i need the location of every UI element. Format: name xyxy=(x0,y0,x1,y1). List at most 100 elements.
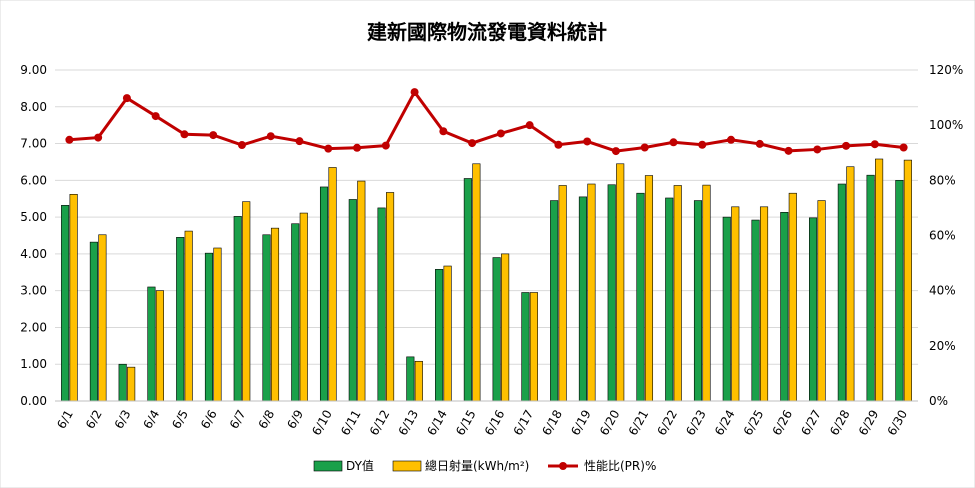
pr-point xyxy=(209,131,218,140)
bar-irradiation xyxy=(299,212,308,402)
bar-irradiation xyxy=(155,290,164,402)
y-right-tick-label: 20% xyxy=(929,339,956,353)
bar-irradiation xyxy=(644,175,654,402)
bar-dy xyxy=(665,197,674,402)
pr-point xyxy=(266,132,275,141)
pr-point xyxy=(439,127,448,136)
bar-dy xyxy=(722,216,731,402)
bar-dy xyxy=(89,241,98,402)
bar-irradiation xyxy=(242,201,251,402)
bar-irradiation xyxy=(558,185,567,402)
pr-point xyxy=(583,137,592,146)
bar-dy xyxy=(780,212,789,402)
y-left-tick-label: 3.00 xyxy=(20,284,47,298)
y-right-tick-label: 40% xyxy=(929,284,956,298)
y-right-tick-label: 60% xyxy=(929,229,956,243)
bar-irradiation xyxy=(184,230,193,402)
y-left-tick-label: 5.00 xyxy=(20,210,47,224)
bar-dy xyxy=(463,178,472,402)
bar-dy xyxy=(262,234,271,402)
bar-dy xyxy=(550,200,559,402)
bar-irradiation xyxy=(616,163,625,402)
legend-marker xyxy=(559,462,567,470)
y-right-tick-label: 80% xyxy=(929,173,956,187)
y-left-tick-label: 7.00 xyxy=(20,137,47,151)
pr-point xyxy=(669,138,678,147)
pr-point xyxy=(525,121,534,130)
bar-dy xyxy=(751,219,760,402)
bar-dy xyxy=(693,200,703,402)
bar-dy xyxy=(607,184,616,402)
bar-irradiation xyxy=(270,227,280,402)
pr-point xyxy=(295,137,304,146)
bar-dy xyxy=(233,216,242,402)
y-right-tick-label: 100% xyxy=(929,118,963,132)
bar-irradiation xyxy=(702,184,711,402)
bar-dy xyxy=(406,356,415,402)
bar-irradiation xyxy=(386,192,395,402)
pr-point xyxy=(899,143,908,152)
y-left-tick-label: 4.00 xyxy=(20,247,47,261)
bar-irradiation xyxy=(673,185,682,402)
bar-dy xyxy=(492,257,501,402)
bar-dy xyxy=(895,180,904,402)
y-left-tick-label: 8.00 xyxy=(20,100,47,114)
bar-irradiation xyxy=(127,366,136,402)
legend-swatch xyxy=(392,460,422,472)
pr-point xyxy=(640,143,649,152)
bar-dy xyxy=(147,286,156,402)
bar-irradiation xyxy=(788,192,797,402)
bar-irradiation xyxy=(587,183,596,402)
pr-point xyxy=(122,94,131,103)
bar-irradiation xyxy=(328,167,337,402)
y-right-tick-label: 0% xyxy=(929,394,948,408)
pr-point xyxy=(784,146,793,155)
pr-point xyxy=(94,133,103,142)
bar-irradiation xyxy=(357,180,366,402)
bar-irradiation xyxy=(529,292,538,402)
bar-dy xyxy=(291,223,300,402)
pr-point xyxy=(180,130,189,139)
pr-point xyxy=(755,139,764,148)
bar-dy xyxy=(809,217,818,402)
y-left-tick-label: 9.00 xyxy=(20,63,47,77)
legend-label: 總日射量(kWh/m²) xyxy=(425,458,529,473)
bar-irradiation xyxy=(903,159,912,402)
pr-point xyxy=(813,145,822,154)
pr-line-layer xyxy=(65,88,908,156)
pr-point xyxy=(237,141,246,150)
pr-point xyxy=(842,141,851,150)
bar-dy xyxy=(348,199,357,402)
pr-point xyxy=(698,140,707,149)
bar-dy xyxy=(319,186,329,402)
gridlines xyxy=(55,69,918,402)
pr-point xyxy=(554,140,563,149)
bar-dy xyxy=(435,269,444,402)
bar-irradiation xyxy=(69,194,78,402)
bar-irradiation xyxy=(414,360,423,402)
bar-dy xyxy=(578,196,587,402)
bar-irradiation xyxy=(213,247,222,402)
pr-point xyxy=(468,139,477,148)
y-left-tick-label: 0.00 xyxy=(20,394,47,408)
pr-point xyxy=(727,135,736,144)
y-left-tick-label: 1.00 xyxy=(20,357,47,371)
pr-point xyxy=(496,129,505,138)
bar-irradiation xyxy=(501,253,510,402)
bar-dy xyxy=(521,292,530,402)
bar-dy xyxy=(377,207,386,402)
y-right-tick-label: 120% xyxy=(929,63,963,77)
pr-point xyxy=(611,147,620,156)
legend-label: 性能比(PR)% xyxy=(584,459,656,473)
bar-irradiation xyxy=(817,200,826,402)
legend-label: DY值 xyxy=(346,458,374,473)
pr-point xyxy=(870,140,879,149)
pr-point xyxy=(381,141,390,150)
pr-point xyxy=(151,112,160,121)
pr-line xyxy=(69,89,904,153)
bar-irradiation xyxy=(731,206,740,402)
pr-point xyxy=(353,143,362,152)
pr-point xyxy=(410,88,419,97)
